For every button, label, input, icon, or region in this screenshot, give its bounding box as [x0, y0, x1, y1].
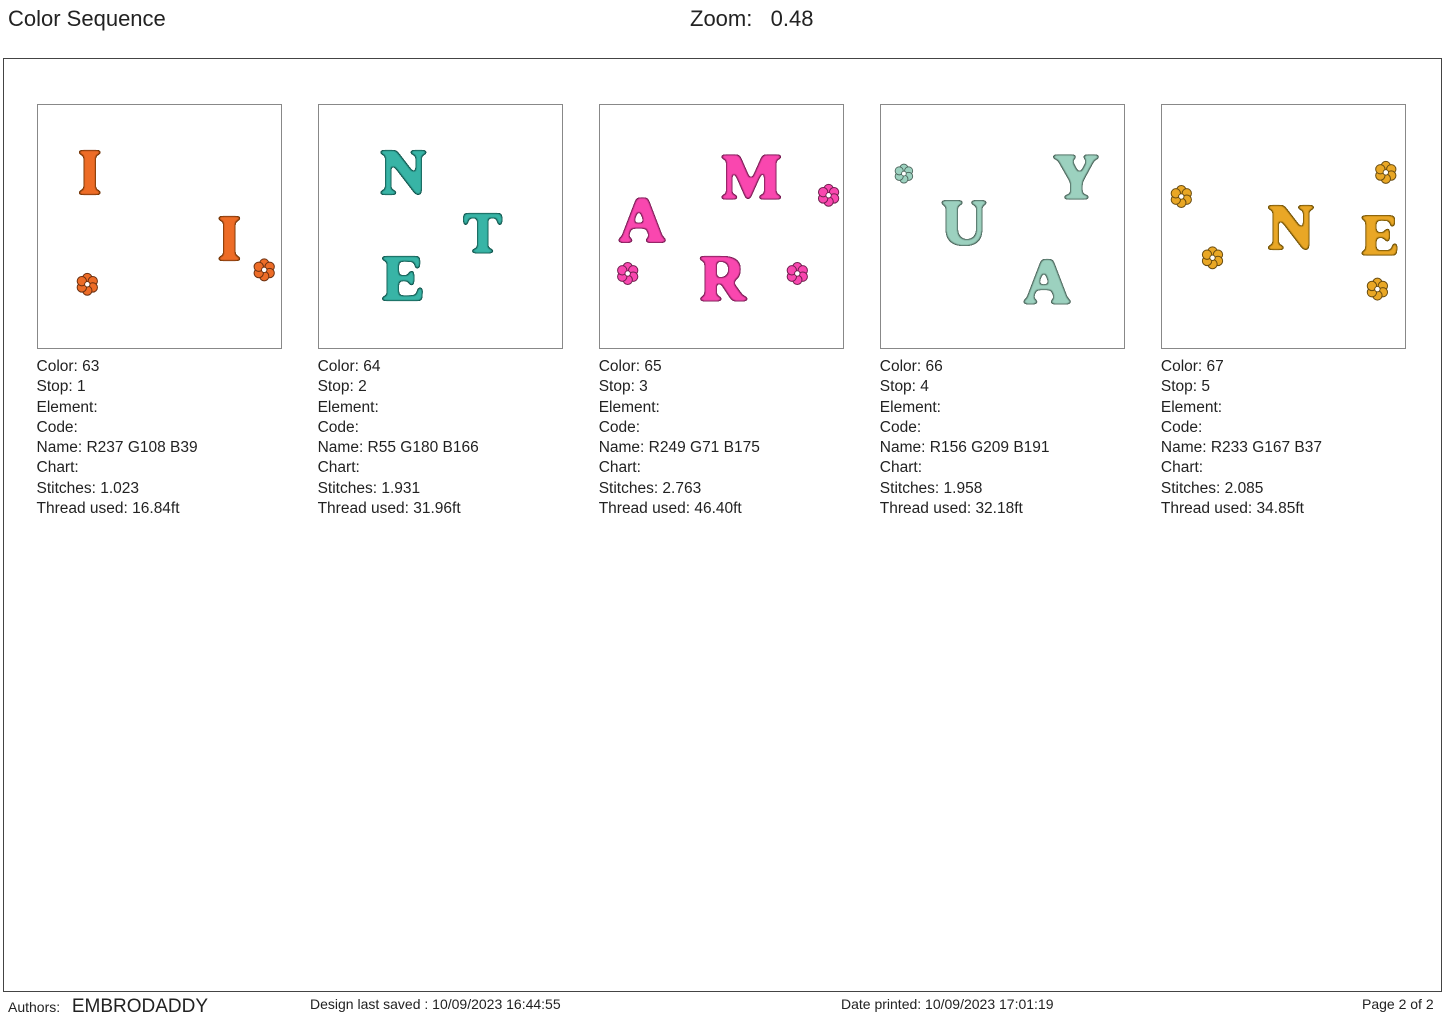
svg-text:M: M	[720, 141, 782, 214]
svg-text:I: I	[76, 136, 102, 209]
svg-text:E: E	[381, 242, 425, 315]
svg-text:T: T	[463, 200, 502, 265]
svg-text:R: R	[699, 242, 748, 315]
svg-text:I: I	[216, 202, 242, 275]
svg-text:N: N	[1267, 191, 1315, 264]
svg-text:N: N	[379, 136, 427, 209]
svg-text:A: A	[618, 184, 666, 257]
svg-text:Y: Y	[1052, 141, 1100, 214]
svg-text:U: U	[940, 186, 988, 259]
svg-text:A: A	[1023, 245, 1071, 318]
svg-text:E: E	[1361, 203, 1400, 268]
